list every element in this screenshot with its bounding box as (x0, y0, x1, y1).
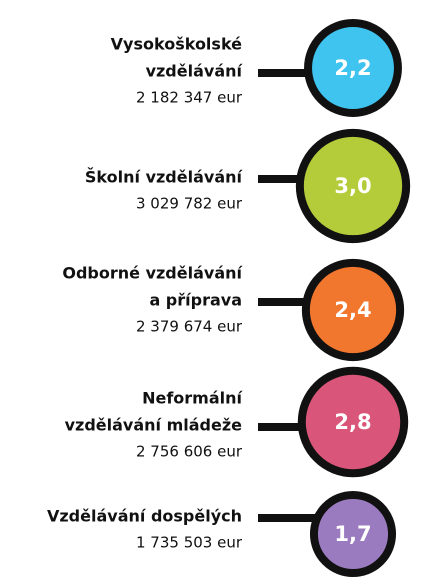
category-label: Vysokoškolské (111, 35, 242, 54)
category-label: vzdělávání mládeže (65, 416, 243, 435)
category-label: Neformální (142, 389, 243, 408)
bubble (301, 258, 405, 362)
bubble (309, 490, 397, 578)
value-label: 2,8 (334, 410, 371, 434)
bubble (304, 19, 402, 117)
bubble (295, 128, 411, 244)
value-label: 3,0 (334, 174, 371, 198)
value-label: 2,2 (334, 56, 371, 80)
amount-label: 3 029 782 eur (136, 195, 243, 213)
amount-label: 2 379 674 eur (136, 318, 243, 336)
value-label: 2,4 (334, 298, 371, 322)
amount-label: 2 182 347 eur (136, 89, 243, 107)
amount-label: 2 756 606 eur (136, 443, 243, 461)
value-label: 1,7 (334, 522, 371, 546)
category-label: Školní vzdělávání (85, 168, 244, 187)
bubble (297, 366, 409, 478)
category-label: a příprava (149, 291, 242, 310)
amount-label: 1 735 503 eur (136, 534, 243, 552)
category-label: vzdělávání (146, 62, 244, 81)
category-label: Vzdělávání dospělých (47, 507, 242, 526)
category-label: Odborné vzdělávání (62, 264, 243, 283)
